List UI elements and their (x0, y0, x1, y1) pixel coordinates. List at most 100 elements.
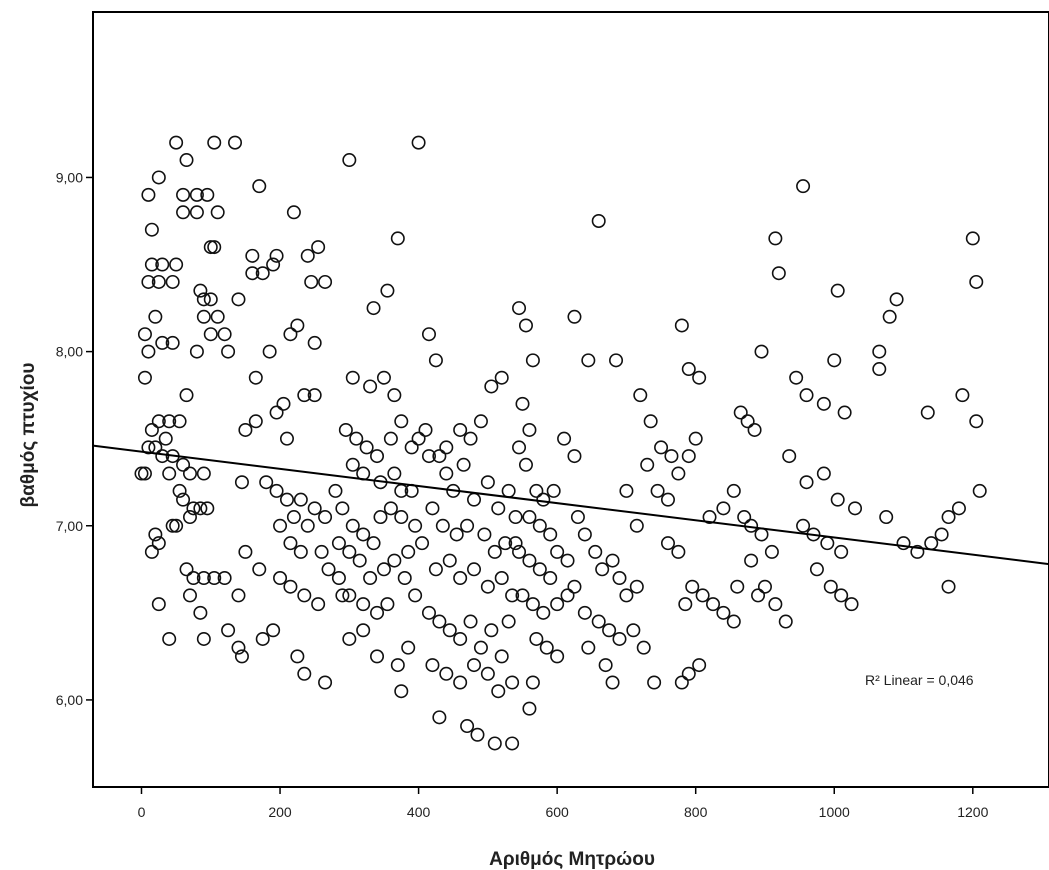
y-tick-label: 9,00 (56, 169, 83, 185)
data-point (186, 501, 201, 516)
data-point (286, 510, 301, 525)
data-point (570, 510, 585, 525)
data-point (165, 335, 180, 350)
data-point (442, 623, 457, 638)
data-point (279, 492, 294, 507)
data-point (453, 675, 468, 690)
x-axis-title: Αριθμός Μητρώου (489, 849, 655, 870)
data-point (647, 675, 662, 690)
data-point (186, 571, 201, 586)
data-point (162, 631, 177, 646)
data-point (522, 553, 537, 568)
data-point (176, 492, 191, 507)
data-point (809, 562, 824, 577)
y-tick-label: 8,00 (56, 344, 83, 360)
data-point (162, 414, 177, 429)
data-point (363, 379, 378, 394)
data-point (248, 414, 263, 429)
data-point (695, 588, 710, 603)
data-point (335, 588, 350, 603)
data-point (799, 388, 814, 403)
data-point (176, 457, 191, 472)
data-point (269, 405, 284, 420)
data-point (411, 431, 426, 446)
data-point (674, 318, 689, 333)
data-point (418, 422, 433, 437)
data-point (217, 571, 232, 586)
data-point (591, 213, 606, 228)
data-point (560, 553, 575, 568)
data-point (453, 571, 468, 586)
x-tick-label: 1000 (819, 804, 850, 820)
data-point (411, 135, 426, 150)
data-point (941, 510, 956, 525)
data-point (345, 518, 360, 533)
data-point (834, 588, 849, 603)
data-point (692, 370, 707, 385)
data-point (383, 431, 398, 446)
data-point (207, 135, 222, 150)
data-point (754, 527, 769, 542)
data-point (370, 605, 385, 620)
data-point (141, 440, 156, 455)
data-point (501, 614, 516, 629)
data-point (221, 623, 236, 638)
data-point (273, 571, 288, 586)
data-point (200, 501, 215, 516)
data-point (733, 405, 748, 420)
data-point (546, 483, 561, 498)
data-point (179, 562, 194, 577)
data-point (612, 571, 627, 586)
data-point (605, 553, 620, 568)
data-point (473, 414, 488, 429)
data-point (176, 205, 191, 220)
data-point (796, 518, 811, 533)
data-point (307, 388, 322, 403)
data-point (439, 440, 454, 455)
data-point (650, 483, 665, 498)
data-point (494, 649, 509, 664)
data-point (924, 536, 939, 551)
data-point (421, 327, 436, 342)
data-point (757, 579, 772, 594)
data-point (463, 431, 478, 446)
data-point (182, 466, 197, 481)
data-point (816, 466, 831, 481)
data-point (515, 588, 530, 603)
data-point (151, 414, 166, 429)
data-point (726, 483, 741, 498)
data-point (754, 344, 769, 359)
data-point (189, 344, 204, 359)
data-point (460, 518, 475, 533)
data-point (428, 353, 443, 368)
data-point (380, 597, 395, 612)
data-point (165, 274, 180, 289)
data-point (172, 414, 187, 429)
data-point (484, 379, 499, 394)
data-point (591, 614, 606, 629)
data-point (318, 510, 333, 525)
data-point (162, 466, 177, 481)
data-point (522, 701, 537, 716)
data-point (543, 527, 558, 542)
data-point (408, 518, 423, 533)
data-point (311, 240, 326, 255)
data-point (189, 205, 204, 220)
data-point (252, 179, 267, 194)
data-point (286, 205, 301, 220)
data-point (602, 623, 617, 638)
data-point (518, 318, 533, 333)
data-point (543, 571, 558, 586)
data-point (293, 492, 308, 507)
data-point (342, 631, 357, 646)
data-point (830, 492, 845, 507)
data-point (522, 422, 537, 437)
data-point (356, 597, 371, 612)
data-point (525, 597, 540, 612)
data-point (941, 579, 956, 594)
data-point (688, 431, 703, 446)
data-point (331, 571, 346, 586)
data-point (439, 466, 454, 481)
data-point (480, 579, 495, 594)
data-point (238, 422, 253, 437)
